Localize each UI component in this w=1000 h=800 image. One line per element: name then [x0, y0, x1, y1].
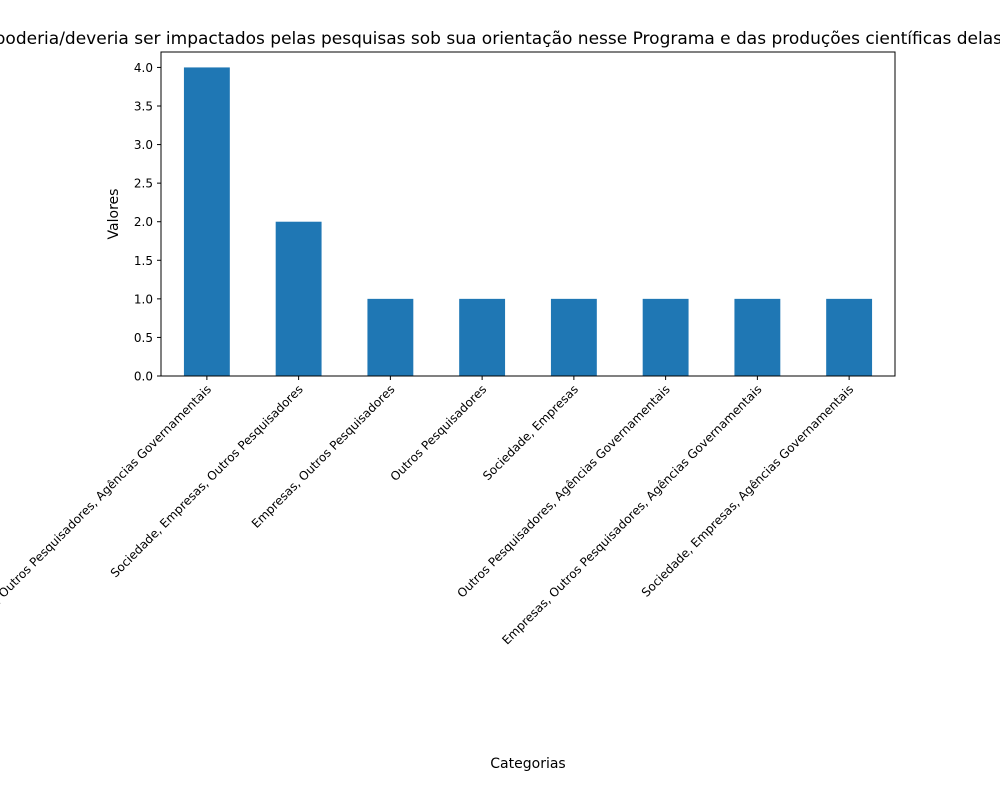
y-tick-label: 3.5: [134, 100, 153, 114]
x-axis-title: Categorias: [490, 756, 565, 772]
bar-2: [275, 221, 322, 376]
bar-3: [367, 298, 414, 376]
y-tick-label: 3.0: [134, 138, 153, 152]
bar-1: [183, 67, 230, 376]
y-axis: 0.0 0.5 1.0 1.5 2.0 2.5 3.0 3.5 4.0: [134, 61, 161, 384]
y-tick-label: 0.5: [134, 331, 153, 345]
y-axis-title: Valores: [106, 189, 122, 240]
bar-6: [642, 298, 689, 376]
chart-title: Quem poderia/deveria ser impactados pela…: [0, 29, 1000, 49]
bar-8: [826, 298, 873, 376]
y-tick-label: 1.0: [134, 292, 153, 306]
plot-frame: [160, 51, 896, 377]
y-tick-label: 2.0: [134, 215, 153, 229]
bar-4: [459, 298, 506, 376]
bar-5: [550, 298, 597, 376]
y-tick-label: 2.5: [134, 177, 153, 191]
bars: [183, 67, 873, 376]
y-tick-label: 1.5: [134, 254, 153, 268]
bar-7: [734, 298, 781, 376]
y-tick-label: 4.0: [134, 61, 153, 75]
y-tick-label: 0.0: [134, 370, 153, 384]
